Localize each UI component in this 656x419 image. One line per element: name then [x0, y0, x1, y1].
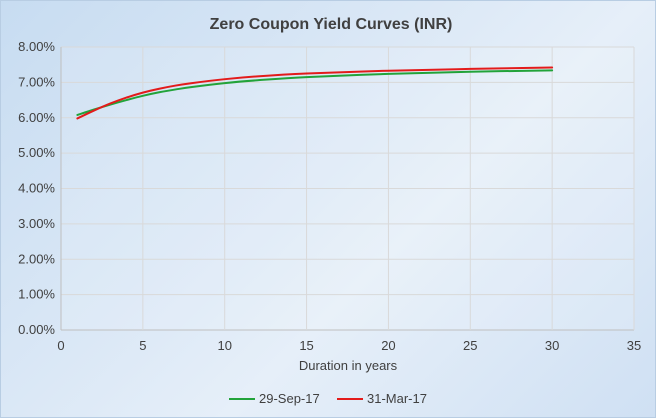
x-tick-label: 5 — [139, 338, 146, 353]
x-tick-label: 20 — [381, 338, 395, 353]
axis-layer: 0.00% 1.00% 2.00% 3.00% 4.00% 5.00% 6.00% 7.00%… — [18, 39, 641, 353]
legend-label-1: 31-Mar-17 — [367, 391, 427, 406]
series-line-0 — [76, 69, 554, 116]
legend: 29-Sep-17 31-Mar-17 — [229, 391, 427, 406]
x-tick-label: 35 — [627, 338, 641, 353]
y-tick-label: 0.00% — [18, 322, 55, 337]
y-tick-label: 3.00% — [18, 216, 55, 231]
grid-layer — [60, 46, 635, 331]
y-tick-label: 5.00% — [18, 145, 55, 160]
x-tick-label: 10 — [217, 338, 231, 353]
x-tick-label: 30 — [545, 338, 559, 353]
legend-label-0: 29-Sep-17 — [259, 391, 320, 406]
series-line-1 — [76, 66, 554, 120]
x-tick-label: 25 — [463, 338, 477, 353]
x-axis-title: Duration in years — [299, 358, 398, 373]
y-tick-label: 2.00% — [18, 251, 55, 266]
x-tick-label: 0 — [57, 338, 64, 353]
y-tick-label: 6.00% — [18, 110, 55, 125]
series-layer — [76, 66, 554, 120]
y-tick-label: 4.00% — [18, 181, 55, 196]
y-tick-label: 8.00% — [18, 39, 55, 54]
x-tick-label: 15 — [299, 338, 313, 353]
chart-title: Zero Coupon Yield Curves (INR) — [210, 16, 453, 33]
y-tick-label: 1.00% — [18, 287, 55, 302]
y-tick-label: 7.00% — [18, 74, 55, 89]
